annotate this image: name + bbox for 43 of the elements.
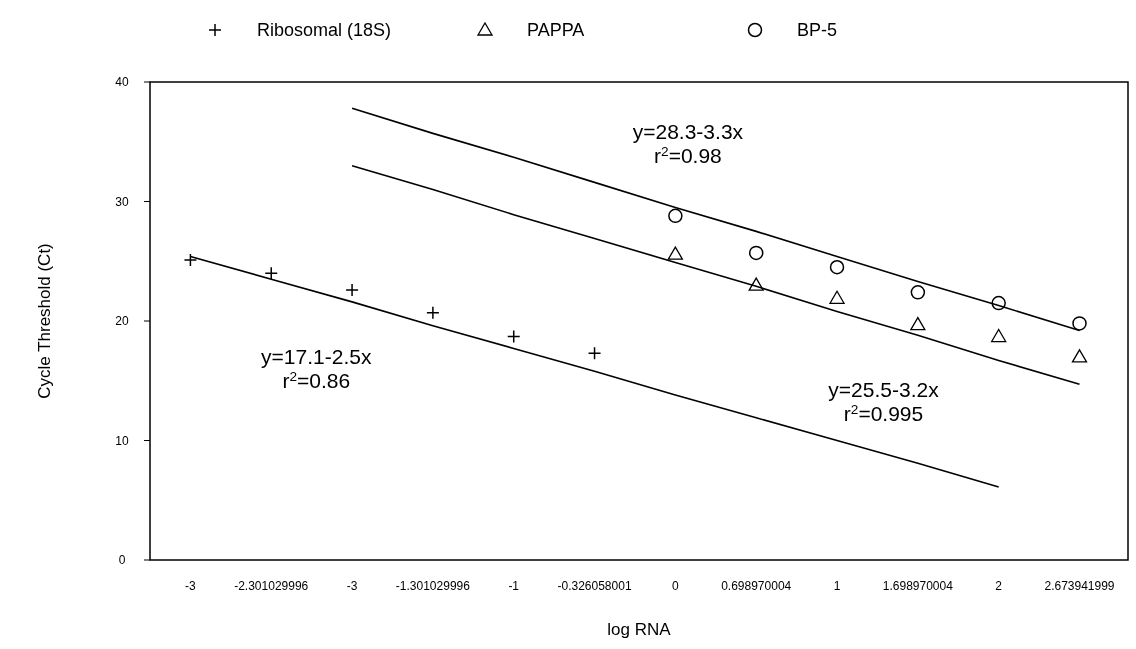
point: [183, 253, 198, 267]
point: [910, 316, 926, 331]
point: [991, 295, 1006, 311]
point: [345, 283, 359, 297]
x-tick-label: 2.673941999: [1044, 579, 1115, 593]
point: [264, 266, 278, 280]
y-tick-label: 10: [115, 433, 129, 448]
point: [1072, 316, 1087, 331]
point: [506, 329, 521, 344]
y-tick-label: 30: [115, 194, 129, 209]
point: [991, 328, 1007, 343]
x-tick-label: -3: [185, 579, 197, 593]
point: [829, 259, 845, 275]
point: [668, 208, 683, 224]
legend-label: PAPPA: [527, 20, 585, 41]
point: [910, 285, 926, 300]
point: [667, 246, 684, 260]
point: [426, 305, 440, 320]
point: [748, 277, 764, 291]
y-tick-label: 0: [118, 553, 126, 568]
y-tick-label: 40: [115, 75, 129, 90]
x-axis-title: log RNA: [607, 620, 672, 639]
x-tick-label: -1: [508, 579, 520, 593]
x-tick-label: 2: [995, 579, 1003, 593]
x-tick-label: -3: [346, 579, 358, 593]
legend-label: BP-5: [797, 20, 838, 41]
x-tick-label: 0: [672, 579, 680, 593]
x-tick-label: 1.698970004: [882, 579, 954, 593]
x-tick-label: 1: [833, 579, 841, 593]
point: [587, 346, 602, 361]
x-tick-label: -1.301029996: [395, 579, 471, 593]
point: [1071, 349, 1088, 363]
annotation: y=28.3-3.3x r$^{2}$=0.98: [632, 120, 744, 168]
y-tick-label: 20: [115, 314, 129, 329]
annotation: y=17.1-2.5x r$^{2}$=0.86: [261, 344, 372, 392]
x-tick-label: -2.301029996: [234, 579, 309, 593]
x-tick-label: -0.326058001: [557, 579, 632, 593]
annotation: y=25.5-3.2x r$^{2}$=0.995: [828, 378, 940, 426]
x-tick-label: 0.698970004: [721, 579, 792, 593]
y-axis-title: Cycle Threshold (Ct): [35, 243, 54, 399]
point: [748, 245, 764, 261]
legend-label: Ribosomal (18S): [257, 20, 392, 41]
point: [829, 290, 845, 304]
